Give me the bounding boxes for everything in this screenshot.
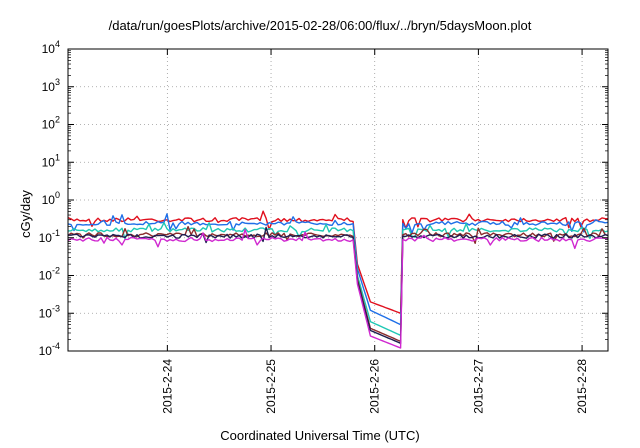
y-tick-label: 102 bbox=[42, 115, 60, 132]
series-line-2 bbox=[67, 213, 609, 326]
x-tick-label: 2015-2-25 bbox=[264, 359, 278, 414]
chart-title: /data/run/goesPlots/archive/2015-02-28/0… bbox=[108, 18, 532, 33]
y-tick-label: 10-1 bbox=[39, 228, 60, 245]
series-line-1 bbox=[67, 210, 609, 314]
series-line-4 bbox=[67, 225, 609, 343]
series-line-6 bbox=[67, 229, 609, 349]
y-tick-label: 101 bbox=[42, 152, 60, 169]
x-axis-ticks: 2015-2-24 2015-2-25 2015-2-26 2015-2-27 2015… bbox=[160, 49, 589, 414]
series-line-3 bbox=[67, 222, 609, 336]
y-tick-label: 10-3 bbox=[39, 303, 60, 320]
y-tick-label: 104 bbox=[42, 39, 60, 56]
y-tick-label: 10-4 bbox=[39, 341, 60, 358]
x-axis-label: Coordinated Universal Time (UTC) bbox=[220, 428, 420, 443]
y-tick-label: 103 bbox=[42, 77, 60, 94]
x-tick-label: 2015-2-26 bbox=[368, 359, 382, 414]
series-lines bbox=[67, 210, 609, 349]
y-tick-label: 100 bbox=[42, 190, 60, 207]
y-tick-label: 10-2 bbox=[39, 266, 60, 283]
x-tick-label: 2015-2-27 bbox=[471, 359, 485, 414]
x-tick-label: 2015-2-28 bbox=[575, 359, 589, 414]
x-tick-label: 2015-2-24 bbox=[160, 359, 174, 414]
grid-lines bbox=[68, 49, 608, 351]
series-line-5 bbox=[68, 226, 609, 344]
y-axis-ticks: 10-4 10-3 10-2 10-1 100 101 102 103 104 bbox=[39, 39, 608, 358]
